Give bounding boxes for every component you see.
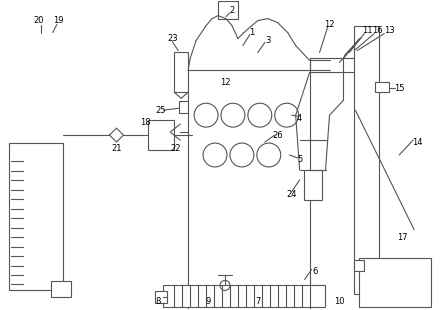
Bar bbox=[9, 143, 63, 290]
Text: 12: 12 bbox=[220, 78, 230, 87]
Text: 3: 3 bbox=[265, 36, 271, 45]
Text: 26: 26 bbox=[272, 131, 283, 140]
Text: 1: 1 bbox=[249, 28, 254, 37]
Text: 9: 9 bbox=[206, 297, 211, 306]
Bar bbox=[303, 170, 322, 200]
Text: 4: 4 bbox=[297, 114, 302, 123]
Bar bbox=[354, 259, 364, 272]
Text: 5: 5 bbox=[297, 156, 302, 165]
Bar bbox=[155, 291, 167, 303]
Bar bbox=[354, 26, 379, 294]
Bar bbox=[375, 82, 389, 92]
Bar bbox=[359, 258, 431, 307]
Text: 12: 12 bbox=[324, 20, 335, 29]
Text: 23: 23 bbox=[167, 34, 178, 43]
Text: 17: 17 bbox=[397, 233, 408, 242]
Bar bbox=[218, 1, 238, 19]
Bar bbox=[179, 101, 191, 113]
Text: 18: 18 bbox=[140, 118, 151, 127]
Text: 7: 7 bbox=[255, 297, 260, 306]
Text: 22: 22 bbox=[170, 144, 180, 153]
Text: 25: 25 bbox=[155, 106, 166, 115]
Text: 8: 8 bbox=[155, 297, 161, 306]
Bar bbox=[174, 52, 188, 92]
Text: 24: 24 bbox=[287, 190, 297, 199]
Text: 20: 20 bbox=[34, 16, 44, 25]
Text: 2: 2 bbox=[229, 6, 235, 15]
Bar bbox=[148, 120, 174, 150]
Text: 6: 6 bbox=[312, 267, 317, 276]
Text: 15: 15 bbox=[394, 84, 404, 93]
Text: 11: 11 bbox=[362, 26, 373, 35]
Bar bbox=[51, 281, 71, 297]
Text: 19: 19 bbox=[54, 16, 64, 25]
Text: 10: 10 bbox=[334, 297, 345, 306]
Text: 16: 16 bbox=[372, 26, 383, 35]
Text: 21: 21 bbox=[111, 144, 122, 153]
Text: 14: 14 bbox=[412, 138, 422, 147]
Bar bbox=[188, 70, 310, 294]
Text: 13: 13 bbox=[384, 26, 395, 35]
Bar bbox=[163, 286, 325, 307]
Bar bbox=[310, 58, 343, 72]
